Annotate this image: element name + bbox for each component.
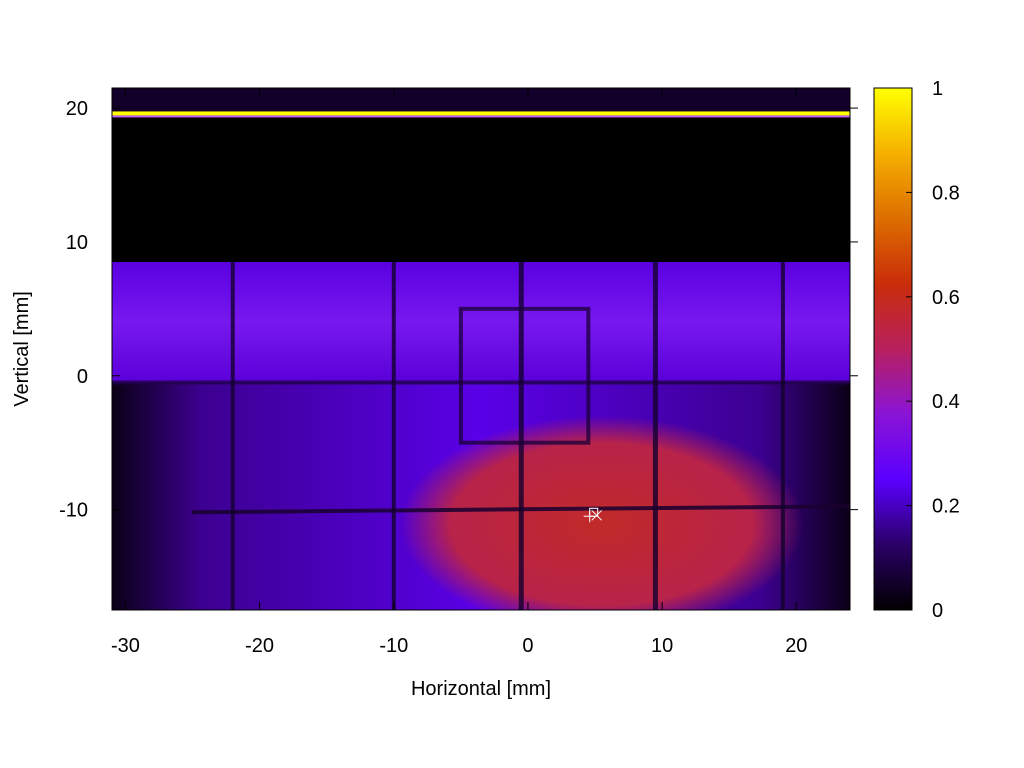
colorbar-tick-label: 0.6 <box>932 287 960 309</box>
y-tick-label: 0 <box>77 366 88 388</box>
heatmap-upper-band <box>112 262 850 383</box>
colorbar-tick-label: 0.4 <box>932 391 960 413</box>
marker-cross <box>591 509 603 521</box>
heatmap-bright-line <box>112 111 850 116</box>
x-axis-title: Horizontal [mm] <box>411 678 551 700</box>
x-tick-label: 10 <box>651 635 673 657</box>
marker-square <box>589 507 599 517</box>
heatmap-dark-band <box>112 118 850 263</box>
heatmap-dark-rectangle <box>458 306 591 445</box>
x-tick-label: -30 <box>111 635 140 657</box>
x-tick-label: 20 <box>785 635 807 657</box>
heatmap-red-spot <box>400 415 803 610</box>
x-axis: -30 -20 -10 0 10 20 <box>111 88 807 657</box>
colorbar-tick-label: 1 <box>932 78 943 100</box>
x-tick-label: -20 <box>245 635 274 657</box>
colorbar <box>873 87 913 611</box>
colorbar-tick-label: 0.8 <box>932 182 960 204</box>
y-axis-title: Vertical [mm] <box>11 291 33 407</box>
y-tick-label: 10 <box>66 232 88 254</box>
heatmap-top-strip <box>112 88 850 114</box>
colorbar-axis: 0 0.2 0.4 0.6 0.8 1 <box>906 78 960 622</box>
plot-frame <box>111 87 851 611</box>
colorbar-tick-label: 0 <box>932 600 943 622</box>
y-axis: -10 0 10 20 <box>59 98 858 522</box>
colorbar-tick-label: 0.2 <box>932 496 960 518</box>
x-tick-label: 0 <box>522 635 533 657</box>
x-tick-label: -10 <box>379 635 408 657</box>
heatmap-plot-area <box>112 88 850 610</box>
y-tick-label: 20 <box>66 98 88 120</box>
heatmap-bright-line-edge <box>112 115 850 118</box>
y-tick-label: -10 <box>59 500 88 522</box>
